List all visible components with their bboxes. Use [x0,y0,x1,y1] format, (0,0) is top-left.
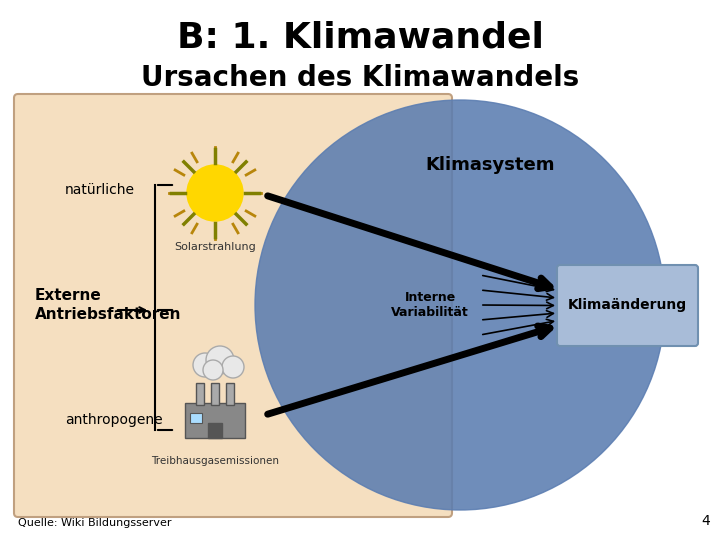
Text: Klimasystem: Klimasystem [426,156,554,174]
Bar [226,383,234,405]
Text: natürliche: natürliche [65,183,135,197]
Circle shape [255,100,665,510]
Circle shape [206,346,234,374]
FancyBboxPatch shape [557,265,698,346]
Text: Ursachen des Klimawandels: Ursachen des Klimawandels [141,64,579,92]
Circle shape [222,356,244,378]
Text: Externe
Antriebsfaktoren: Externe Antriebsfaktoren [35,288,181,322]
Text: anthropogene: anthropogene [65,413,163,427]
Text: Treibhausgasemissionen: Treibhausgasemissionen [151,456,279,466]
Bar [185,403,245,438]
Bar [211,383,219,405]
Text: Solarstrahlung: Solarstrahlung [174,242,256,252]
Bar [208,423,222,438]
Circle shape [187,165,243,221]
FancyBboxPatch shape [14,94,452,517]
Text: Interne
Variabilität: Interne Variabilität [391,291,469,319]
Bar [190,413,202,423]
Text: B: 1. Klimawandel: B: 1. Klimawandel [176,21,544,55]
Circle shape [203,360,223,380]
Text: Klimaänderung: Klimaänderung [568,299,687,313]
Circle shape [193,353,217,377]
Text: Quelle: Wiki Bildungsserver: Quelle: Wiki Bildungsserver [18,518,171,528]
Text: 4: 4 [701,514,710,528]
Bar [196,383,204,405]
